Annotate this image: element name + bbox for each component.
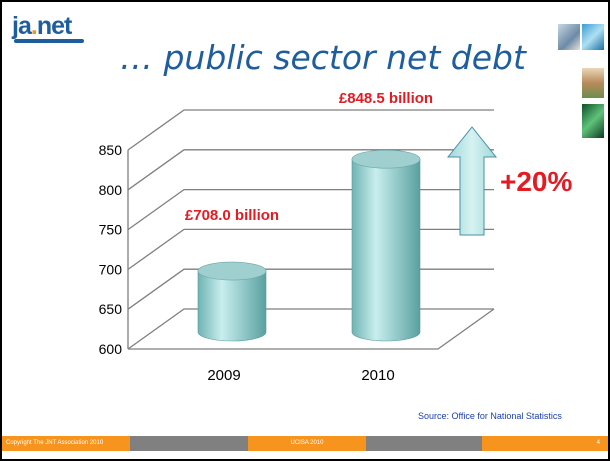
footer-bar: Copyright The JNT Association 2010 UCISA… xyxy=(2,436,608,451)
debt-chart: 600 650 700 750 800 850 2009 £708.0 billion 2010… xyxy=(99,90,495,384)
gridline xyxy=(127,228,494,270)
gridline xyxy=(127,188,494,231)
abstract-photo-icon xyxy=(582,24,604,50)
floor-edge xyxy=(128,308,495,350)
plant-photo-icon xyxy=(582,104,604,138)
bar-2010 xyxy=(351,149,421,342)
footer-spacer-2 xyxy=(366,436,482,451)
y-tick-label: 800 xyxy=(99,182,123,198)
x-tick-label: 2010 xyxy=(361,367,394,384)
footer-event: UCISA 2010 xyxy=(248,436,366,451)
chart-bars xyxy=(197,149,421,342)
gridline xyxy=(127,268,494,310)
chart-labels: 600 650 700 750 800 850 2009 £708.0 billion 2010… xyxy=(99,90,433,384)
y-tick-label: 700 xyxy=(99,261,123,277)
people-photo-icon xyxy=(558,24,580,50)
bar-body xyxy=(197,270,267,342)
logo-swoosh xyxy=(14,39,84,43)
gridline xyxy=(127,149,494,191)
gridline xyxy=(127,109,494,151)
footer-copyright: Copyright The JNT Association 2010 xyxy=(2,436,130,451)
x-tick-label: 2009 xyxy=(207,367,240,384)
data-label: £708.0 billion xyxy=(185,207,279,224)
bar-top xyxy=(197,261,267,281)
y-tick-label: 600 xyxy=(99,341,123,357)
crowd-photo-icon xyxy=(582,68,604,98)
chart-grid xyxy=(127,109,495,350)
data-label: £848.5 billion xyxy=(339,90,433,107)
bar-2009 xyxy=(197,261,267,342)
bar-top xyxy=(351,149,421,169)
slide-title: … public sector net debt xyxy=(120,38,526,77)
y-tick-label: 650 xyxy=(99,301,123,317)
source-note: Source: Office for National Statistics xyxy=(418,411,562,421)
up-arrow-icon xyxy=(446,126,498,236)
logo-net: net xyxy=(36,12,72,40)
change-label: +20% xyxy=(500,166,573,197)
janet-logo: ja.net xyxy=(12,12,84,43)
footer-spacer-1 xyxy=(130,436,248,451)
footer-page-number: 4 xyxy=(482,436,608,451)
logo-ja: ja xyxy=(12,12,32,40)
y-tick-label: 750 xyxy=(99,222,123,238)
y-tick-label: 850 xyxy=(99,142,123,158)
gridline xyxy=(127,308,494,350)
bar-body xyxy=(351,158,421,342)
